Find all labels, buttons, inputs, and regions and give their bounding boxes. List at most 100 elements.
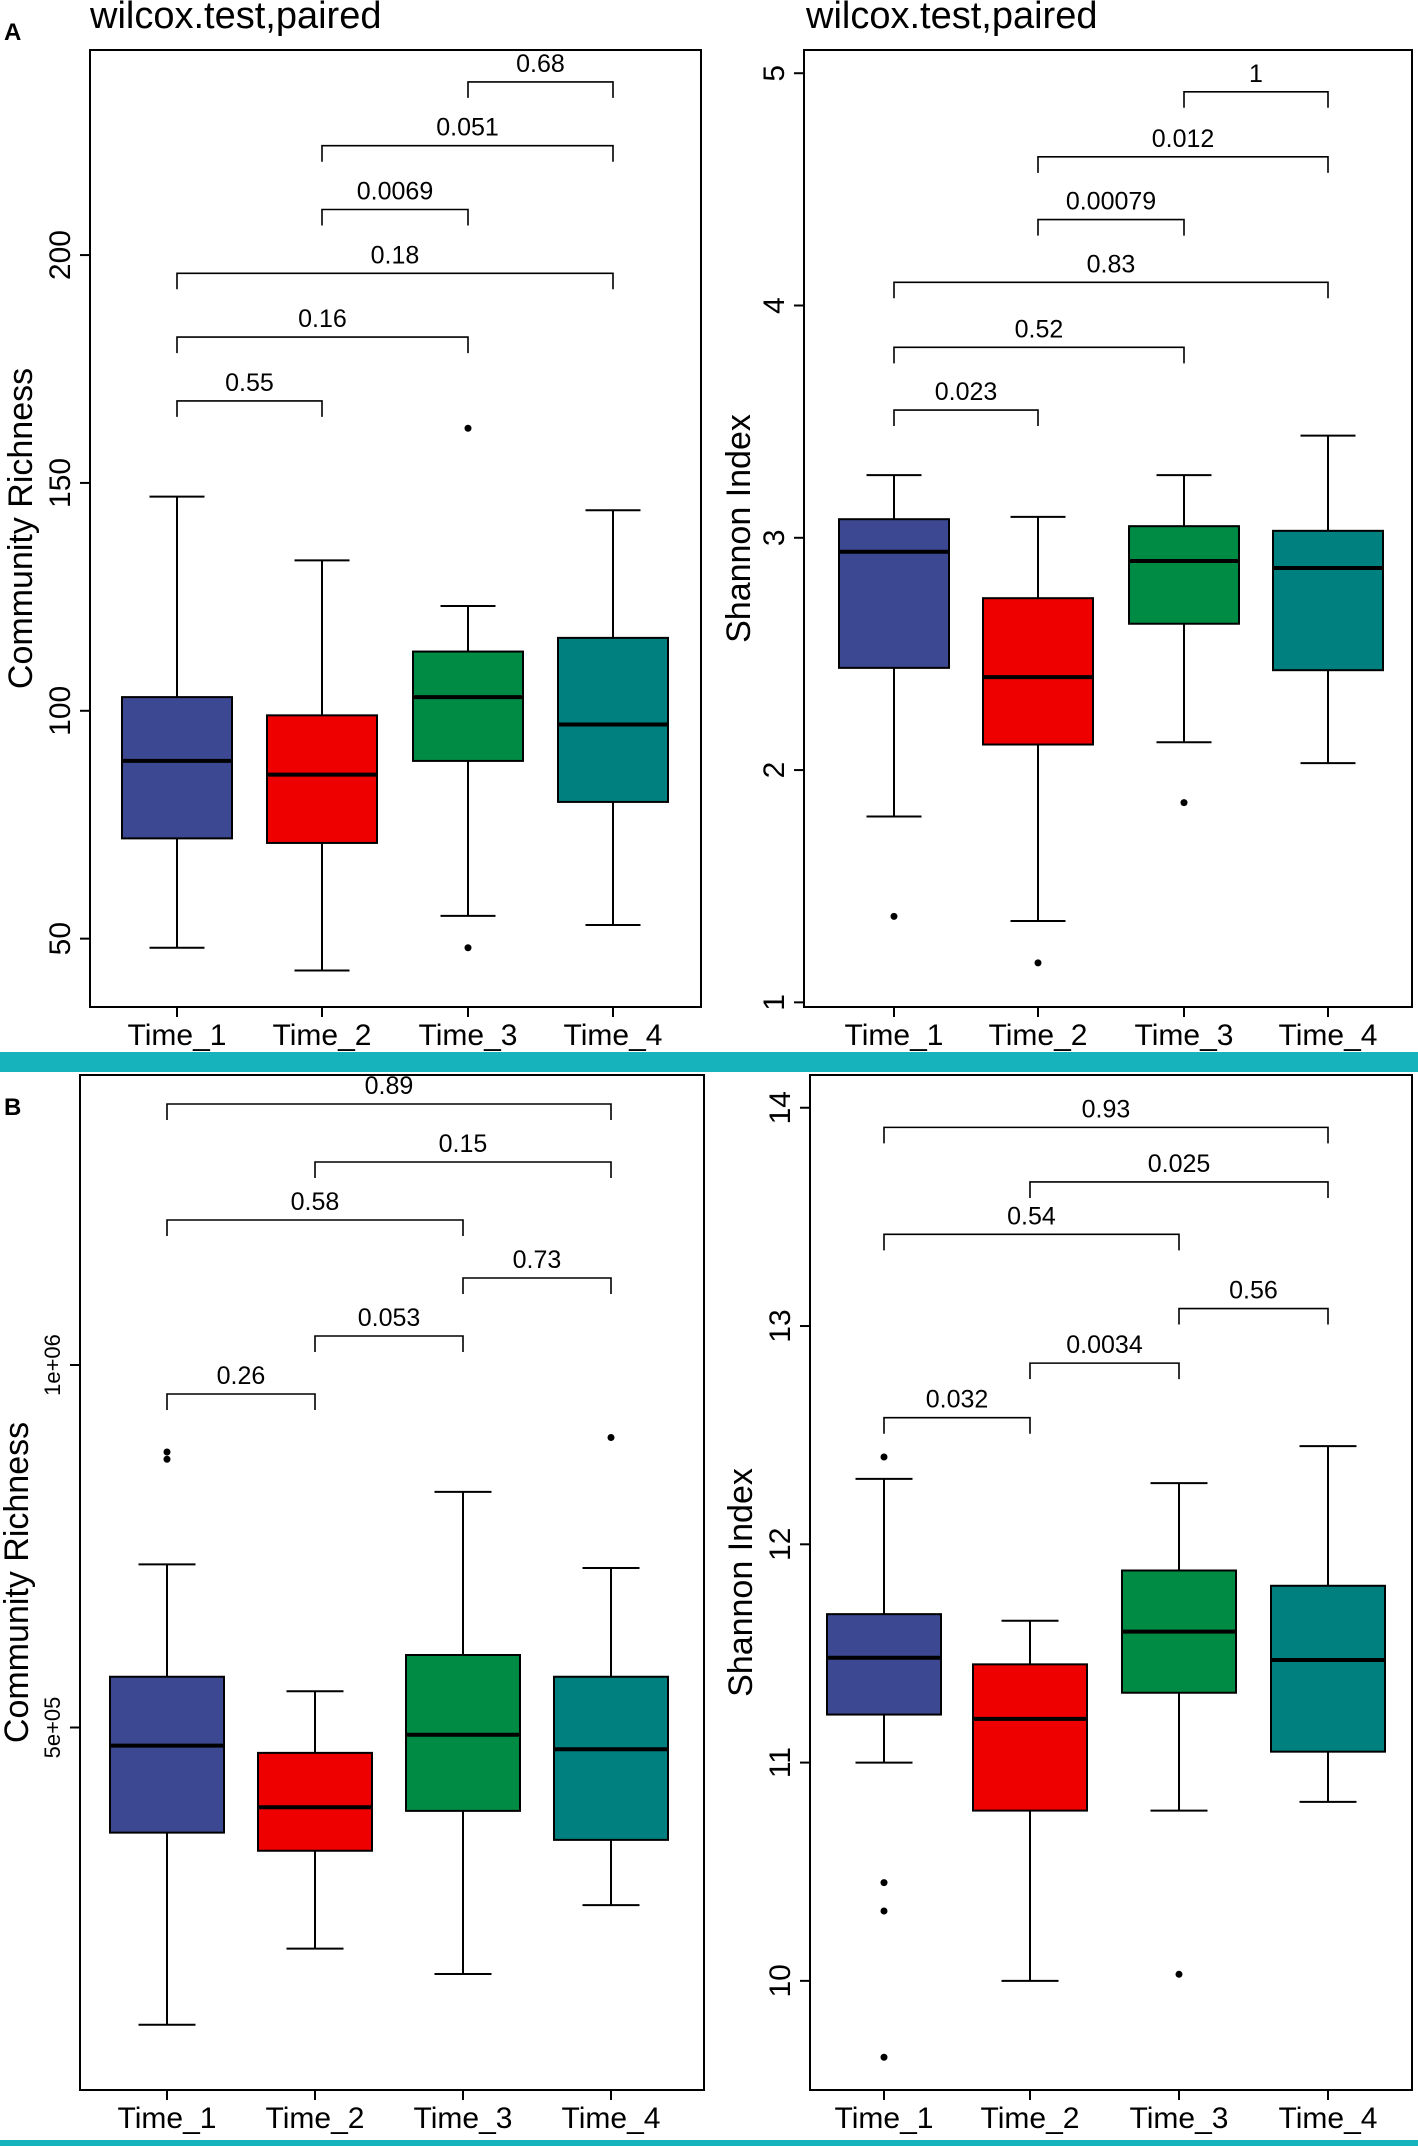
x-tick-label: Time_4 [562, 2102, 661, 2135]
plot-frame [809, 1074, 1413, 2091]
bracket-line [1183, 91, 1329, 108]
plot-frame [79, 1074, 705, 2091]
plot-frame [89, 49, 702, 1008]
panel-label-a: A [4, 19, 21, 46]
x-tick-label: Time_3 [414, 2102, 513, 2135]
x-tick-label: Time_3 [1130, 2102, 1229, 2135]
iqr-box [557, 636, 669, 803]
p-value-label: 0.18 [371, 241, 420, 269]
y-tick-label: 200 [44, 230, 77, 280]
x-tick-label: Time_2 [981, 2102, 1080, 2135]
iqr-box [1272, 529, 1384, 672]
p-value-label: 0.00079 [1066, 188, 1156, 216]
p-value-label: 0.83 [1087, 250, 1136, 278]
p-value-label: 0.73 [513, 1246, 562, 1274]
y-axis-label: Community Richness [2, 368, 40, 689]
x-tick-label: Time_2 [273, 1019, 372, 1052]
bracket-line [883, 1126, 1329, 1144]
comparison-bracket: 0.032 [883, 1386, 1031, 1434]
box-time-2 [972, 1619, 1088, 1982]
y-axis-label: Shannon Index [720, 414, 758, 643]
outlier-point [1180, 799, 1188, 807]
iqr-box [257, 1751, 373, 1852]
bracket-line [176, 336, 469, 354]
comparison-bracket: 0.83 [893, 250, 1329, 299]
comparison-bracket: 0.68 [467, 50, 614, 98]
y-tick-label: 12 [764, 1528, 797, 1561]
comparison-bracket: 0.56 [1178, 1277, 1329, 1325]
x-tick-label: Time_3 [419, 1019, 518, 1052]
p-value-label: 0.58 [291, 1188, 340, 1216]
bracket-line [893, 346, 1185, 364]
y-tick-label: 2 [758, 762, 791, 779]
comparison-bracket: 0.051 [321, 114, 614, 162]
p-value-label: 0.54 [1007, 1202, 1056, 1230]
y-tick-label: 3 [758, 529, 791, 546]
y-tick-label: 13 [764, 1309, 797, 1342]
y-tick-label: 10 [764, 1964, 797, 1997]
bracket-line [883, 1233, 1180, 1251]
p-value-label: 0.025 [1148, 1150, 1211, 1178]
comparison-bracket: 0.89 [166, 1072, 612, 1120]
y-tick-label: 5 [758, 65, 791, 82]
bracket-line [176, 400, 323, 417]
iqr-box [826, 1613, 942, 1716]
box-time-1 [838, 474, 950, 920]
bracket-line [883, 1416, 1031, 1434]
bracket-line [467, 81, 614, 98]
chart-title: wilcox.test,paired [805, 0, 1097, 37]
x-tick-label: Time_1 [845, 1019, 944, 1052]
box-time-1 [826, 1453, 942, 2061]
comparison-bracket: 0.54 [883, 1202, 1180, 1251]
bracket-line [1037, 218, 1185, 236]
bracket-line [893, 281, 1329, 299]
comparison-bracket: 0.55 [176, 369, 323, 417]
box-time-3 [405, 1490, 521, 1975]
bracket-line [176, 272, 614, 290]
p-value-label: 0.93 [1082, 1095, 1131, 1123]
bracket-line [166, 1219, 464, 1236]
comparison-bracket: 1 [1183, 60, 1329, 108]
y-tick-label: 1e+06 [40, 1334, 65, 1396]
iqr-box [838, 518, 950, 669]
box-time-3 [1121, 1482, 1237, 1978]
chart-title: wilcox.test,paired [89, 0, 381, 37]
p-value-label: 0.0034 [1066, 1331, 1143, 1359]
comparison-bracket: 0.26 [166, 1362, 316, 1410]
outlier-point [880, 1907, 888, 1915]
box-time-4 [1272, 434, 1384, 765]
p-value-label: 0.16 [298, 305, 347, 333]
bracket-line [321, 144, 614, 162]
y-tick-label: 1 [758, 994, 791, 1011]
box-time-4 [557, 509, 669, 926]
p-value-label: 0.68 [516, 50, 565, 78]
iqr-box [553, 1675, 669, 1841]
comparison-bracket: 0.0034 [1029, 1331, 1180, 1380]
bracket-line [1029, 1181, 1329, 1198]
iqr-box [266, 714, 378, 844]
y-tick-label: 50 [44, 922, 77, 955]
panel-separator [0, 1052, 1418, 1072]
x-tick-label: Time_1 [118, 2102, 217, 2135]
bracket-line [1029, 1362, 1180, 1380]
iqr-box [972, 1663, 1088, 1812]
y-tick-label: 150 [44, 458, 77, 508]
p-value-label: 0.053 [358, 1304, 421, 1332]
comparison-bracket: 0.00079 [1037, 188, 1185, 236]
box-time-4 [1270, 1445, 1386, 1803]
p-value-label: 0.89 [365, 1072, 414, 1100]
outlier-point [464, 944, 472, 952]
comparison-bracket: 0.0069 [321, 178, 469, 226]
p-value-label: 0.0069 [357, 178, 433, 206]
chart-2: wilcox.test,paired Shannon Index 1 2 3 4 5 Time… [720, 0, 1413, 1052]
outlier-point [607, 1434, 615, 1441]
box-time-1 [121, 495, 233, 949]
outlier-point [464, 424, 472, 432]
y-tick-label: 5e+05 [40, 1697, 65, 1759]
outlier-point [1175, 1970, 1183, 1978]
bracket-line [314, 1335, 464, 1352]
x-tick-label: Time_2 [989, 1019, 1088, 1052]
